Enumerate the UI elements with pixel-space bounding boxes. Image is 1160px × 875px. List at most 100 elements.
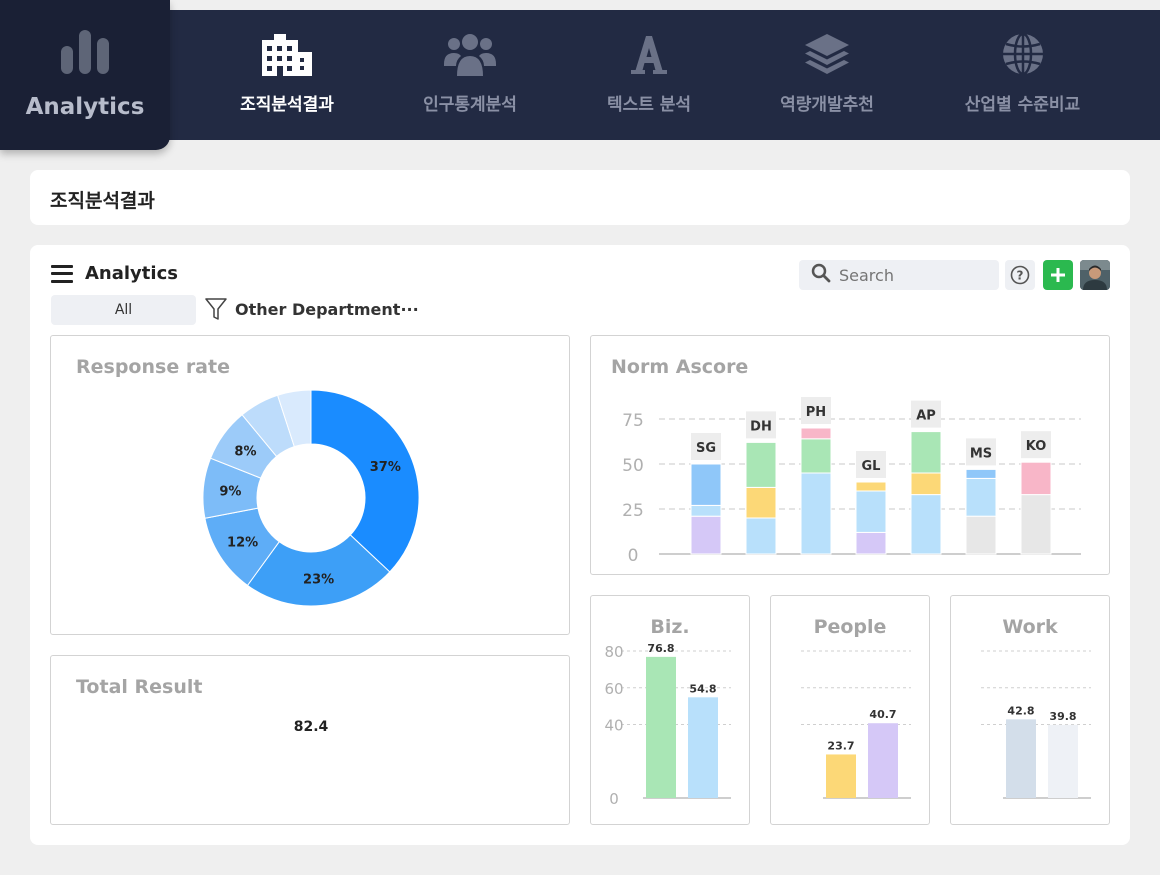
search-icon xyxy=(811,263,831,287)
filter-all-button[interactable]: All xyxy=(51,295,196,325)
donut-slice xyxy=(276,389,312,448)
nav-label: 산업별 수준비교 xyxy=(964,95,1081,115)
gauge-value-arc xyxy=(203,803,404,826)
y-tick-label: 50 xyxy=(622,456,644,476)
bar-label-bg xyxy=(911,400,941,428)
total-result-card: Total Result 82.4 xyxy=(50,655,570,825)
category-label: MS xyxy=(970,446,992,461)
nav-label: 인구통계분석 xyxy=(423,95,517,115)
people-chart: 23.7 40.7 xyxy=(801,650,911,799)
stacked-bar-segment xyxy=(1020,461,1052,496)
card-title: Norm Ascore xyxy=(611,356,749,378)
nav-item-text-analysis[interactable]: 텍스트 분석 xyxy=(596,26,702,126)
search-box[interactable] xyxy=(799,260,999,290)
stacked-bar-segment xyxy=(745,441,777,488)
response-rate-donut: 37% 23% 12% 9% 8% xyxy=(202,389,420,607)
y-tick-label: 80 xyxy=(604,643,623,661)
y-tick-label: 0 xyxy=(609,790,619,808)
users-icon xyxy=(415,26,525,76)
font-icon xyxy=(596,26,702,76)
page-title-card: 조직분석결과 xyxy=(30,170,1130,225)
avatar[interactable] xyxy=(1080,260,1110,290)
stacked-bar-segment xyxy=(800,438,832,474)
bar-value-label: 39.8 xyxy=(1049,710,1076,723)
bar-value-label: 40.7 xyxy=(869,708,896,721)
donut-slice-label: 9% xyxy=(219,484,241,499)
help-button[interactable]: ? xyxy=(1005,260,1035,290)
filter-icon xyxy=(205,298,227,320)
app-logo[interactable]: Analytics xyxy=(0,0,170,150)
plus-icon xyxy=(1051,268,1065,282)
nav-label: 조직분석결과 xyxy=(240,95,334,115)
bar-label-bg xyxy=(691,433,721,460)
stacked-bar-segment xyxy=(965,477,997,517)
y-tick-label: 40 xyxy=(604,717,623,735)
department-filter[interactable]: Other Department··· xyxy=(205,297,419,321)
nav-item-industry-compare[interactable]: 산업별 수준비교 xyxy=(955,26,1090,126)
bar xyxy=(1048,724,1078,798)
bar-label-bg xyxy=(746,411,776,439)
bar-label-bg xyxy=(966,438,996,466)
y-tick-label: 60 xyxy=(604,680,623,698)
stacked-bar-segment xyxy=(965,515,997,555)
y-tick-label: 0 xyxy=(628,546,639,566)
category-label: SG xyxy=(696,441,716,456)
donut-slice-label: 23% xyxy=(303,573,334,588)
nav-item-org-analysis[interactable]: 조직분석결과 xyxy=(232,26,342,126)
nav-item-competency[interactable]: 역량개발추천 xyxy=(771,26,883,126)
layers-icon xyxy=(771,26,883,76)
question-circle-icon: ? xyxy=(1010,265,1030,285)
building-icon xyxy=(232,26,342,76)
category-label: GL xyxy=(862,459,881,474)
svg-text:?: ? xyxy=(1017,269,1024,283)
stacked-bar-segment xyxy=(745,486,777,519)
category-label: PH xyxy=(806,405,826,420)
bar-chart-icon xyxy=(60,26,110,80)
nav-label: 텍스트 분석 xyxy=(606,95,692,115)
y-tick-label: 75 xyxy=(622,411,644,431)
response-rate-card: Response rate 37% 23% 12% 9% 8% xyxy=(50,335,570,635)
bar-value-label: 76.8 xyxy=(647,642,674,655)
gauge-arcs xyxy=(203,803,419,826)
nav-label: 역량개발추천 xyxy=(780,95,874,115)
stacked-bar-segment xyxy=(910,472,942,496)
donut-slice-label: 12% xyxy=(227,535,258,550)
bar xyxy=(826,754,856,798)
bar-label-bg xyxy=(801,397,831,424)
stacked-bar-segment xyxy=(855,481,887,492)
stacked-bar-segment xyxy=(690,515,722,555)
donut-slice-label: 37% xyxy=(370,460,401,475)
category-label: AP xyxy=(916,409,936,424)
gauge-value-label: 82.4 xyxy=(294,719,329,735)
bar-value-label: 54.8 xyxy=(689,682,716,695)
total-result-gauge: 82.4 xyxy=(203,719,419,826)
stacked-bar-segment xyxy=(690,504,722,517)
page-title: 조직분석결과 xyxy=(50,190,155,212)
add-button[interactable] xyxy=(1043,260,1073,290)
biz-chart: 0 40 60 80 76.8 54.8 xyxy=(604,642,731,808)
stacked-bar-segment xyxy=(855,531,887,555)
search-input[interactable] xyxy=(839,265,989,285)
norm-ascore-card: Norm Ascore 0 25 50 75 SG DH PH GL AP MS KO xyxy=(590,335,1110,575)
donut-slice xyxy=(246,534,391,607)
work-card: Work 42.8 39.8 xyxy=(950,595,1110,825)
app-name: Analytics xyxy=(25,94,145,120)
y-tick-label: 25 xyxy=(622,501,644,521)
stacked-bar-segment xyxy=(855,490,887,533)
bar-label-bg xyxy=(1021,431,1051,459)
nav-item-demographics[interactable]: 인구통계분석 xyxy=(415,26,525,126)
people-card: People 23.7 40.7 xyxy=(770,595,930,825)
stacked-bar-segment xyxy=(800,472,832,555)
bar xyxy=(688,697,718,798)
stacked-bar-segment xyxy=(800,427,832,440)
panel-title: Analytics xyxy=(85,263,178,284)
card-title: Response rate xyxy=(76,356,230,378)
top-nav-bar xyxy=(0,10,1160,140)
biz-card: Biz. 0 40 60 80 76.8 54.8 xyxy=(590,595,750,825)
category-label: DH xyxy=(750,419,772,434)
analytics-panel: Analytics ? All Other Department··· Resp… xyxy=(30,245,1130,845)
stacked-bar-segment xyxy=(690,463,722,506)
menu-icon[interactable] xyxy=(51,264,73,283)
card-title: People xyxy=(813,616,887,638)
panel-header: Analytics xyxy=(51,263,178,284)
